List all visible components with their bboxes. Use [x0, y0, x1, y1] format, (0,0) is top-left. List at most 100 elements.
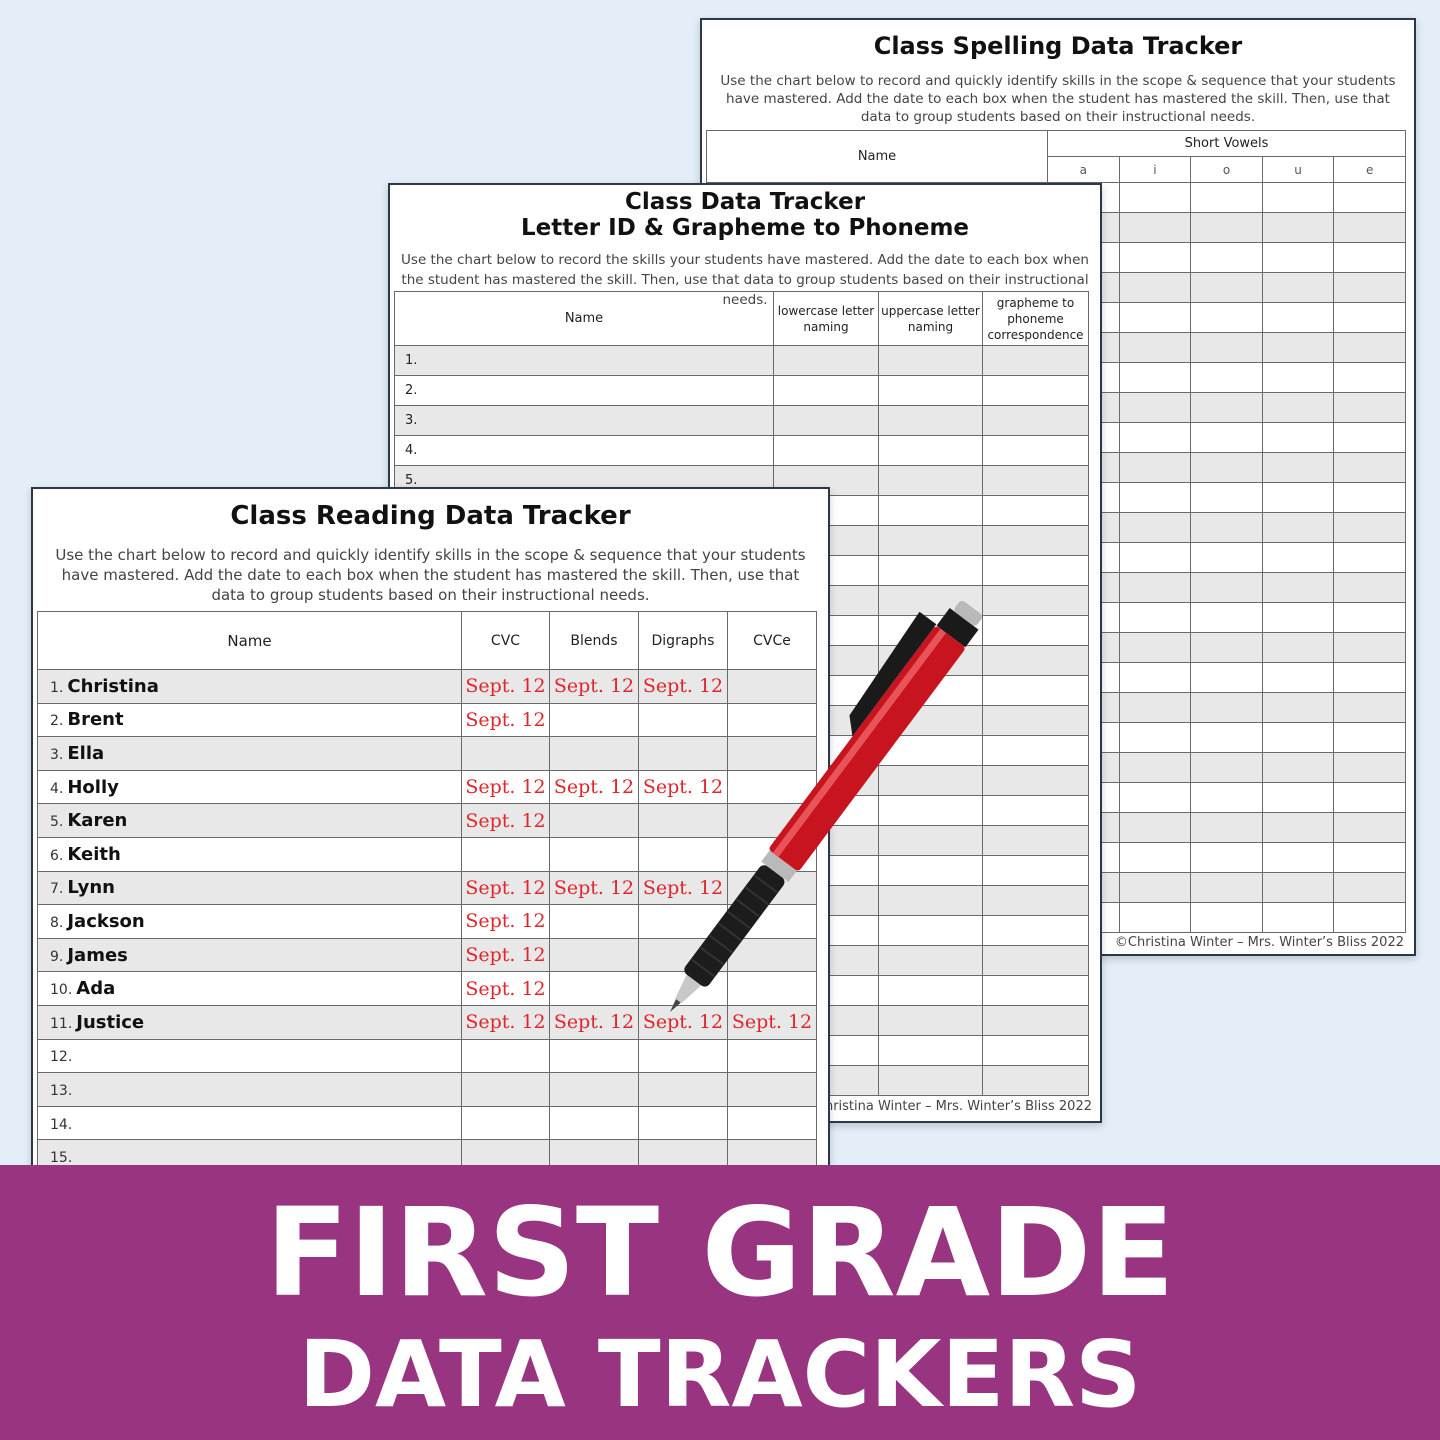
cell — [878, 945, 983, 976]
student-name: Ada — [76, 978, 116, 1000]
name-cell: 13. — [37, 1072, 462, 1107]
row-number: 14. — [50, 1116, 73, 1133]
row-number: 1. — [50, 679, 64, 696]
name-cell: 5. Karen — [37, 803, 462, 838]
instructions: Use the chart below to record and quickl… — [720, 73, 1396, 125]
row-number: 11. — [50, 1015, 73, 1032]
cell — [1190, 902, 1263, 933]
column-header: CVCe — [727, 611, 817, 670]
name-cell: 6. Keith — [37, 836, 462, 872]
row-number: 3. — [50, 746, 64, 763]
cell — [1333, 572, 1406, 603]
cell — [982, 495, 1089, 526]
cell — [982, 885, 1089, 916]
date-entry: Sept. 12 — [461, 1004, 550, 1040]
header-row: Name Short Vowels — [706, 130, 1406, 183]
cell — [878, 1035, 983, 1066]
header-row: Name lowercase letter naming uppercase let… — [394, 291, 1089, 346]
cell — [982, 645, 1089, 676]
cell — [982, 435, 1089, 466]
name-cell: 7. Lynn — [37, 870, 462, 906]
row-number: 4. — [50, 780, 64, 797]
cell — [1118, 752, 1192, 783]
cell — [1118, 272, 1192, 303]
cell — [638, 1038, 728, 1074]
cell — [638, 736, 728, 771]
cell — [1261, 332, 1335, 363]
cell — [1118, 662, 1192, 693]
row: 5. — [394, 465, 1089, 496]
cell — [461, 1072, 550, 1107]
cell — [878, 435, 983, 466]
banner-line2: DATA TRACKERS — [298, 1321, 1142, 1428]
cell — [982, 765, 1089, 796]
cell — [1190, 632, 1263, 663]
row: 1. — [394, 345, 1089, 376]
cell — [982, 945, 1089, 976]
cell — [1261, 302, 1335, 333]
cell — [1333, 752, 1406, 783]
cell — [1261, 752, 1335, 783]
row-number: 8. — [50, 914, 64, 931]
cell — [878, 525, 983, 556]
row: 4. Holly Sept. 12 Sept. 12 Sept. 12 — [37, 769, 817, 805]
sheet-subtitle: Letter ID & Grapheme to Phoneme — [520, 215, 970, 241]
cell — [1118, 632, 1192, 663]
cell — [549, 1072, 639, 1107]
row: 7. Lynn Sept. 12 Sept. 12 Sept. 12 — [37, 870, 817, 906]
row: 6. Keith — [37, 836, 817, 872]
cell — [1333, 452, 1406, 483]
row: 1. Christina Sept. 12 Sept. 12 Sept. 12 — [37, 669, 817, 704]
cell — [1190, 212, 1263, 243]
student-name: Ella — [67, 742, 105, 764]
cell — [1190, 512, 1263, 543]
date-entry: Sept. 12 — [638, 870, 728, 906]
cell — [1118, 542, 1192, 573]
banner-line1: FIRST GRADE — [265, 1182, 1175, 1324]
date-entry: Sept. 12 — [461, 803, 550, 838]
row-number: 10. — [50, 982, 73, 999]
student-name: Karen — [67, 810, 128, 832]
cell — [727, 1105, 817, 1141]
student-name: Brent — [67, 709, 124, 731]
cell — [1190, 452, 1263, 483]
cell — [982, 345, 1089, 376]
row-number: 4. — [394, 435, 774, 466]
cell — [1261, 272, 1335, 303]
cell — [1261, 182, 1335, 213]
row: 3. — [394, 405, 1089, 436]
row-number: 9. — [50, 948, 64, 965]
cell — [1118, 842, 1192, 873]
date-entry: Sept. 12 — [461, 937, 550, 973]
column-header: grapheme to phoneme correspondence — [982, 291, 1089, 346]
cell — [1261, 572, 1335, 603]
row-number: 3. — [394, 405, 774, 436]
cell — [1333, 512, 1406, 543]
sheet-title: Class Spelling Data Tracker — [873, 32, 1243, 60]
cell — [1190, 812, 1263, 843]
header-row: Name CVC Blends Digraphs CVCe — [37, 611, 817, 670]
name-cell: 12. — [37, 1038, 462, 1074]
cell — [1333, 812, 1406, 843]
cell — [1118, 512, 1192, 543]
row: 13. — [37, 1072, 817, 1107]
cell — [1261, 872, 1335, 903]
student-name: Jackson — [67, 910, 145, 932]
cell — [1118, 392, 1192, 423]
name-cell: 9. James — [37, 937, 462, 973]
cell — [982, 675, 1089, 706]
cell — [1261, 662, 1335, 693]
cell — [638, 836, 728, 872]
row: 2. Brent Sept. 12 — [37, 702, 817, 738]
cell — [982, 1035, 1089, 1066]
cell — [1333, 362, 1406, 393]
student-name: Lynn — [67, 877, 115, 899]
cell — [982, 465, 1089, 496]
cell — [1118, 212, 1192, 243]
column-header: o — [1190, 156, 1263, 183]
cell — [1118, 722, 1192, 753]
student-name: Holly — [67, 776, 119, 798]
cell — [1333, 422, 1406, 453]
